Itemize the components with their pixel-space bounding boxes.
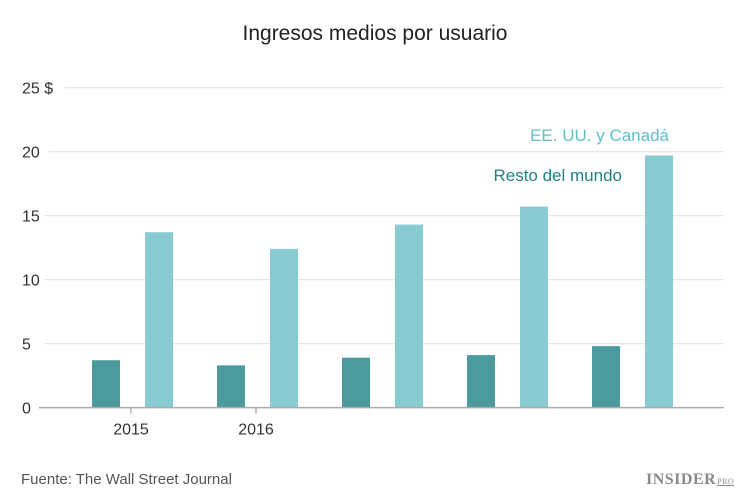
source-note: Fuente: The Wall Street Journal [21,471,232,488]
y-tick-label: 25 $ [22,81,53,98]
bar-resto-del-mundo [92,360,120,408]
bar-resto-del-mundo [217,365,245,408]
series-label-resto-del-mundo: Resto del mundo [493,166,622,185]
bar-resto-del-mundo [342,357,370,408]
y-tick-label: 15 [22,209,40,226]
y-tick-label: 0 [22,401,31,418]
bar-resto-del-mundo [592,346,620,408]
y-tick-label: 20 [22,145,40,162]
bar-ee-uu-canada [520,206,548,408]
chart-title: Ingresos medios por usuario [242,22,508,45]
x-tick-label: 2016 [238,422,274,439]
bar-ee-uu-canada [645,155,673,408]
y-tick-label: 10 [22,273,40,290]
bar-ee-uu-canada [395,224,423,408]
bar-resto-del-mundo [467,355,495,408]
y-tick-label: 5 [22,337,31,354]
insider-pro-logo: INSIDERPRO [646,471,735,488]
bar-ee-uu-canada [145,232,173,408]
x-tick-label: 2015 [113,422,149,439]
bar-ee-uu-canada [270,248,298,408]
series-label-ee-uu-canada: EE. UU. y Canadá [530,126,669,145]
